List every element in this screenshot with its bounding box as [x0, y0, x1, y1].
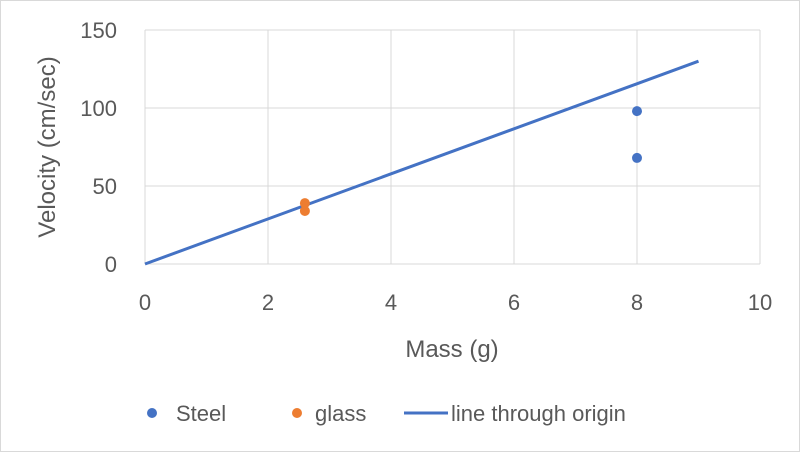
glass-point: [299, 198, 310, 209]
steel-point: [632, 106, 642, 117]
y-tick-label: 150: [80, 18, 117, 43]
x-tick-label: 10: [748, 290, 772, 315]
data-series: [144, 59, 700, 266]
legend-marker-steel: [147, 408, 157, 418]
legend-label: line through origin: [451, 401, 626, 426]
y-tick-label: 0: [105, 252, 117, 277]
gridlines: [144, 29, 761, 265]
tick-labels: 0 50 100 150 0 2 4 6 8 10: [80, 18, 772, 315]
glass-point: [299, 205, 310, 216]
legend: Steel glass line through origin: [147, 401, 626, 426]
y-tick-label: 100: [80, 96, 117, 121]
y-axis-label: Velocity (cm/sec): [34, 56, 61, 237]
legend-marker-glass: [292, 408, 302, 418]
x-tick-label: 8: [631, 290, 643, 315]
x-tick-label: 4: [385, 290, 397, 315]
x-tick-label: 6: [508, 290, 520, 315]
x-tick-label: 2: [262, 290, 274, 315]
x-tick-label: 0: [139, 290, 151, 315]
y-tick-label: 50: [93, 174, 117, 199]
steel-point: [632, 152, 642, 163]
x-axis-label: Mass (g): [405, 336, 498, 363]
legend-label: glass: [315, 401, 366, 426]
line-through-origin: [144, 59, 700, 266]
legend-label: Steel: [176, 401, 226, 426]
